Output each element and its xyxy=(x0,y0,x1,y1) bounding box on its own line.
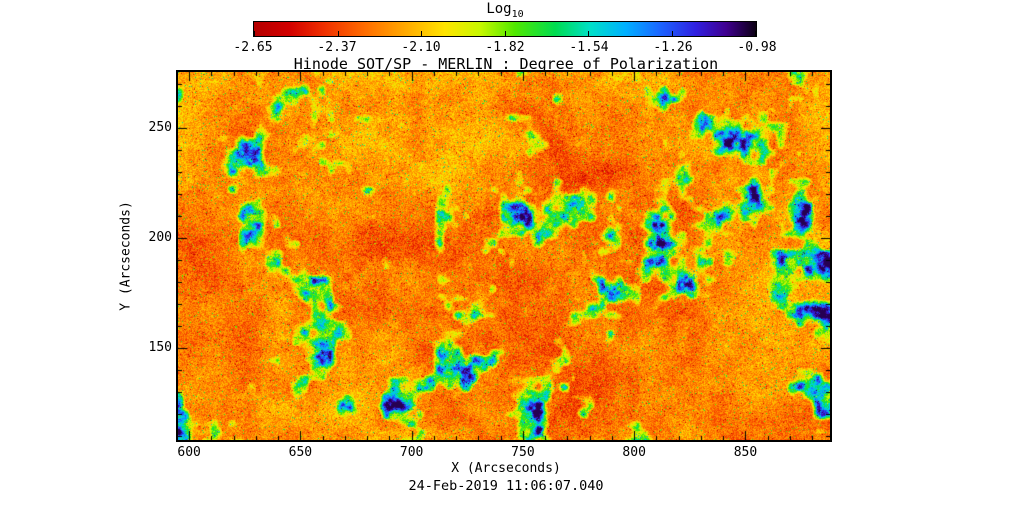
colorbar-tick-label: -1.26 xyxy=(653,40,693,55)
x-tick-label: 700 xyxy=(399,445,424,460)
colorbar-tick-label: -1.54 xyxy=(569,40,609,55)
y-axis-label: Y (Arcseconds) xyxy=(118,201,134,311)
colorbar-label: Log10 xyxy=(253,1,757,20)
x-tick-label: 600 xyxy=(177,445,201,460)
x-tick-label: 850 xyxy=(733,445,758,460)
colorbar-label-subscript: 10 xyxy=(511,8,524,20)
colorbar-tick-label: -2.37 xyxy=(317,40,357,55)
colorbar-gradient xyxy=(253,21,757,37)
colorbar-tick-label: -2.10 xyxy=(401,40,441,55)
x-tick-label: 800 xyxy=(622,445,646,460)
colorbar-tick xyxy=(755,31,756,36)
colorbar-tick xyxy=(254,31,255,36)
x-tick-label: 750 xyxy=(511,445,535,460)
chart-title: Hinode SOT/SP - MERLIN : Degree of Polar… xyxy=(293,55,719,73)
y-tick-label: 150 xyxy=(148,339,172,355)
colorbar-tick-label: -2.65 xyxy=(233,40,273,55)
timestamp-caption: 24-Feb-2019 11:06:07.040 xyxy=(408,478,604,494)
colorbar-label-text: Log xyxy=(486,1,512,17)
colorbar-tick xyxy=(421,31,422,36)
heatmap-canvas xyxy=(176,70,832,442)
y-tick-label: 200 xyxy=(148,229,172,245)
x-tick-label: 650 xyxy=(288,445,313,460)
colorbar-tick xyxy=(588,31,589,36)
colorbar-tick-label: -1.82 xyxy=(485,40,525,55)
colorbar-tick xyxy=(505,31,506,36)
colorbar-tick-label: -0.98 xyxy=(737,40,777,55)
colorbar-tick xyxy=(672,31,673,36)
colorbar-tick xyxy=(338,31,339,36)
y-tick-label: 250 xyxy=(148,120,172,136)
x-axis-label: X (Arcseconds) xyxy=(451,461,561,476)
